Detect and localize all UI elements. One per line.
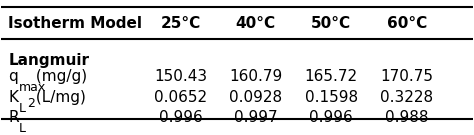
Text: (mg/g): (mg/g) [31,69,87,84]
Text: max: max [19,81,46,94]
Text: 0.0652: 0.0652 [154,90,207,105]
Text: L: L [19,122,26,135]
Text: Langmuir: Langmuir [9,53,90,68]
Text: 0.996: 0.996 [159,110,202,125]
Text: 0.0928: 0.0928 [229,90,283,105]
Text: 0.996: 0.996 [310,110,353,125]
Text: 2: 2 [27,97,35,110]
Text: L: L [19,102,26,115]
Text: 0.3228: 0.3228 [380,90,433,105]
Text: q: q [9,69,18,84]
Text: 0.988: 0.988 [385,110,428,125]
Text: 40°C: 40°C [236,16,276,31]
Text: K: K [9,90,18,105]
Text: R: R [9,110,19,125]
Text: 60°C: 60°C [386,16,427,31]
Text: 25°C: 25°C [160,16,201,31]
Text: 50°C: 50°C [311,16,351,31]
Text: 165.72: 165.72 [305,69,358,84]
Text: 150.43: 150.43 [154,69,207,84]
Text: 160.79: 160.79 [229,69,283,84]
Text: (L/mg): (L/mg) [31,90,85,105]
Text: 170.75: 170.75 [380,69,433,84]
Text: Isotherm Model: Isotherm Model [9,16,143,31]
Text: 0.1598: 0.1598 [305,90,358,105]
Text: 0.997: 0.997 [234,110,278,125]
